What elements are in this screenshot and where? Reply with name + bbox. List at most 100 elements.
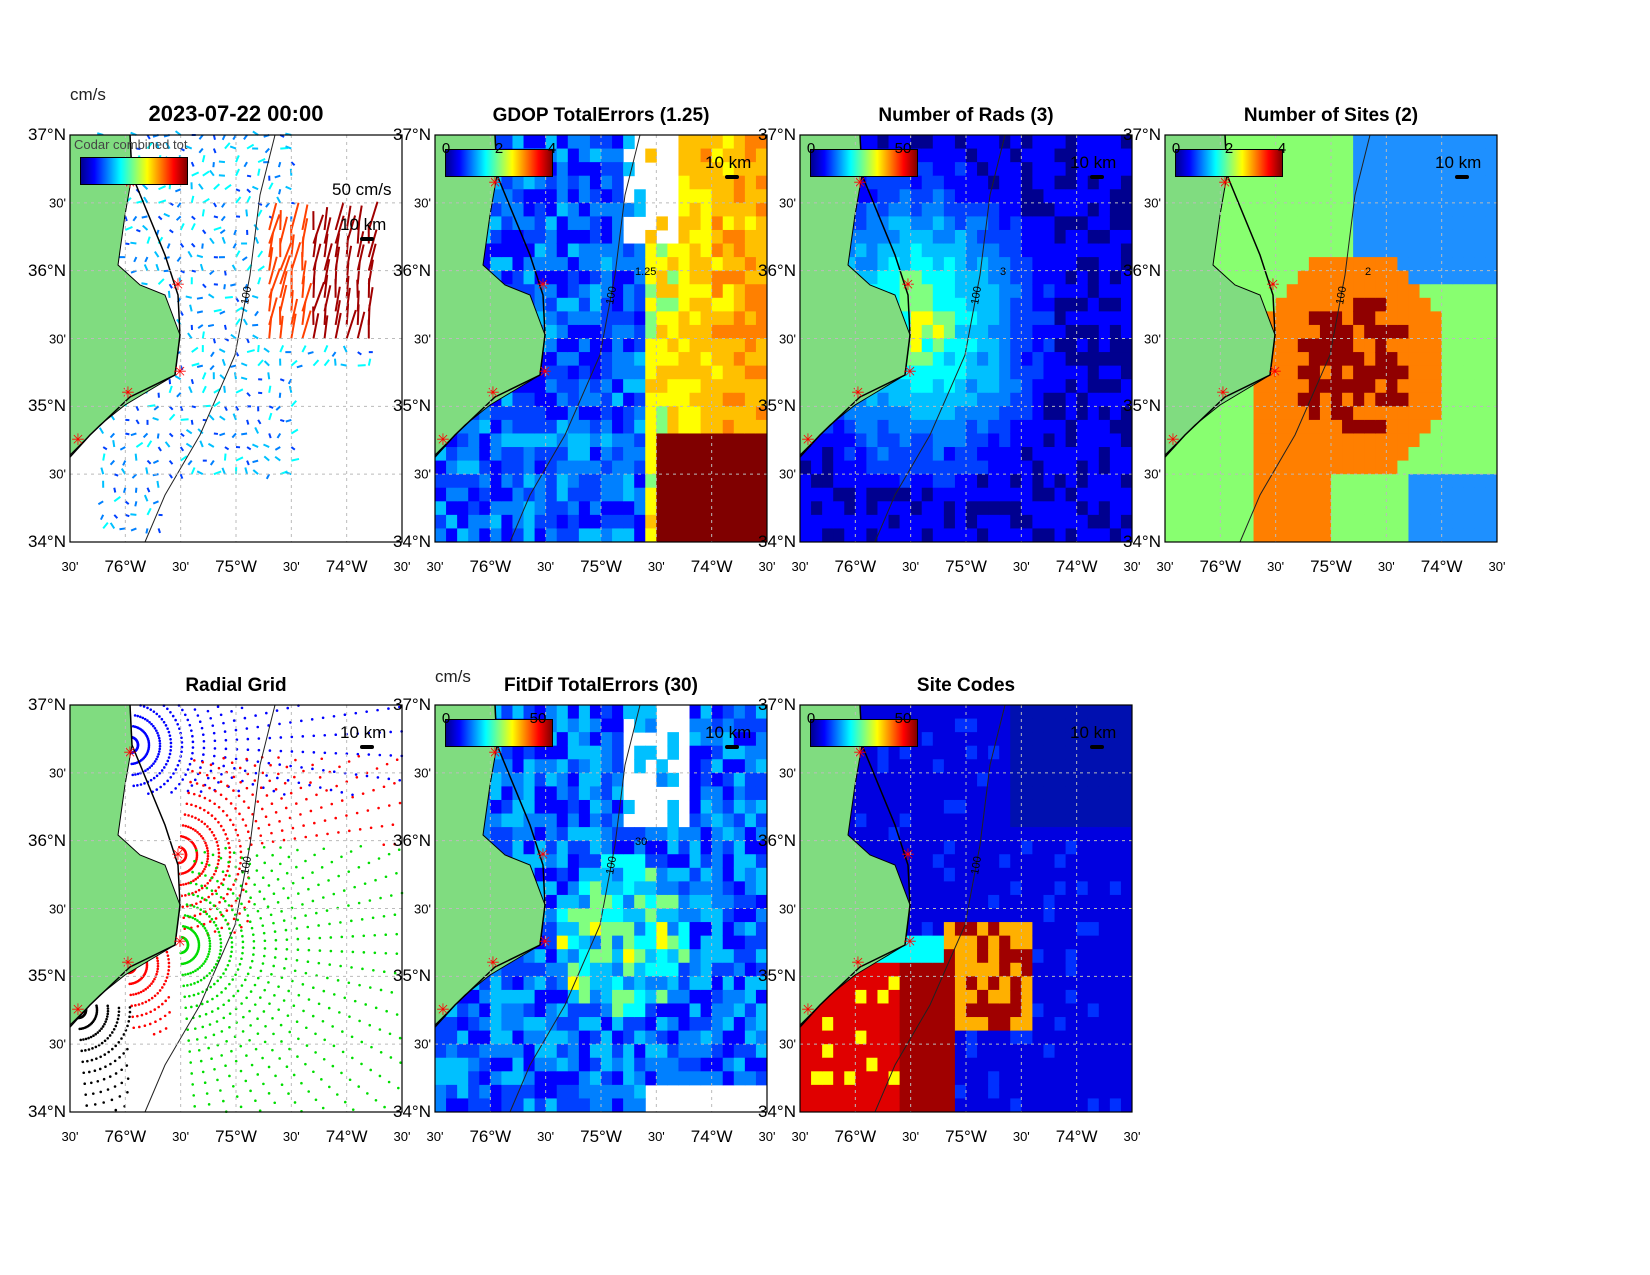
heatmap-cell (932, 216, 945, 231)
heatmap-cell (1043, 365, 1056, 380)
heatmap-cell (899, 379, 912, 394)
heatmap-cell (601, 419, 613, 434)
heatmap-cell (1253, 514, 1266, 529)
heatmap-cell (645, 297, 657, 312)
heatmap-cell (1342, 447, 1354, 462)
heatmap-cell (1319, 324, 1332, 339)
panel-title: Number of Sites (2) (1243, 105, 1419, 126)
radial-grid-point (144, 1000, 148, 1004)
heatmap-cell (1098, 433, 1111, 448)
radial-grid-point (199, 790, 203, 793)
heatmap-cell (1087, 379, 1100, 394)
radial-grid-point (106, 1007, 110, 1010)
heatmap-cell (612, 379, 624, 394)
heatmap-cell (899, 311, 912, 326)
heatmap-cell (1109, 284, 1122, 299)
heatmap-cell (523, 460, 536, 475)
heatmap-cell (722, 379, 735, 394)
current-vector (290, 313, 297, 339)
heatmap-cell (1275, 406, 1288, 421)
heatmap-cell (1010, 148, 1022, 163)
heatmap-cell (1474, 338, 1487, 353)
heatmap-cell (1098, 406, 1111, 421)
heatmap-cell (1397, 338, 1409, 353)
heatmap-cell (1109, 229, 1122, 245)
heatmap-cell (1408, 243, 1421, 258)
current-vector (290, 289, 294, 312)
heatmap-cell (667, 352, 679, 367)
radial-grid-point (184, 824, 188, 828)
heatmap-cell (468, 447, 480, 462)
radial-grid-point (240, 929, 243, 932)
heatmap-cell (601, 460, 613, 475)
heatmap-cell (1021, 148, 1033, 163)
radial-grid-point (311, 1014, 315, 1018)
radar-site-marker-icon: ✳ (71, 432, 84, 449)
heatmap-cell (855, 460, 867, 475)
radial-grid-point (233, 931, 236, 934)
heatmap-cell (1275, 297, 1288, 312)
heatmap-cell (1463, 447, 1476, 462)
radial-grid-point (169, 775, 173, 779)
radial-grid-point (278, 1057, 281, 1060)
heatmap-cell (1452, 229, 1465, 245)
radial-grid-point (238, 912, 241, 915)
heatmap-cell (888, 379, 901, 394)
heatmap-cell (1441, 202, 1454, 217)
heatmap-cell (601, 514, 613, 529)
radial-grid-point (230, 950, 233, 954)
current-vector (242, 318, 248, 326)
heatmap-cell (1076, 352, 1089, 367)
heatmap-cell (678, 433, 691, 448)
radial-grid-point (113, 1059, 117, 1063)
current-vector (252, 185, 259, 191)
current-vector (142, 184, 149, 190)
heatmap-cell (1331, 379, 1343, 394)
radial-grid-point (198, 874, 202, 877)
heatmap-cell (1419, 297, 1432, 312)
current-vector (285, 185, 292, 191)
heatmap-cell (623, 447, 635, 462)
radial-grid-point (185, 1017, 189, 1020)
heatmap-cell (954, 528, 967, 543)
heatmap-cell (966, 202, 978, 217)
current-vector (207, 323, 215, 328)
radial-grid-point (241, 870, 244, 874)
heatmap-cell (623, 379, 635, 394)
heatmap-cell (1331, 501, 1343, 516)
heatmap-cell (623, 202, 635, 217)
radial-grid-point (134, 992, 138, 996)
current-vector (134, 501, 138, 507)
radial-grid-point (224, 747, 228, 751)
heatmap-cell (1076, 148, 1089, 163)
heatmap-cell (733, 175, 746, 190)
radial-grid-point (321, 1106, 325, 1110)
radial-grid-point (218, 934, 222, 937)
heatmap-cell (800, 460, 812, 475)
heatmap-cell (1331, 324, 1343, 339)
heatmap-cell (1375, 189, 1387, 204)
heatmap-cell (888, 406, 901, 421)
radial-grid-point (216, 844, 220, 847)
heatmap-cell (1297, 406, 1310, 421)
heatmap-cell (1120, 419, 1133, 434)
heatmap-cell (1032, 243, 1044, 258)
heatmap-cell (601, 270, 613, 285)
radial-grid-point (252, 953, 255, 956)
radial-grid-point (153, 727, 157, 730)
heatmap-cell (1364, 270, 1376, 285)
heatmap-cell (1463, 243, 1476, 258)
heatmap-cell (601, 433, 613, 448)
radial-grid-point (164, 724, 168, 727)
lon-tick-label: 74°W (1420, 557, 1463, 576)
current-vector (230, 364, 237, 368)
heatmap-cell (1485, 162, 1498, 177)
current-vector (152, 473, 159, 477)
radial-grid-point (167, 957, 170, 961)
radial-grid-point (219, 856, 223, 860)
heatmap-cell (1474, 501, 1487, 516)
heatmap-cell (855, 419, 867, 434)
radial-grid-point (208, 939, 212, 943)
heatmap-cell (1463, 365, 1476, 380)
heatmap-cell (501, 419, 513, 434)
